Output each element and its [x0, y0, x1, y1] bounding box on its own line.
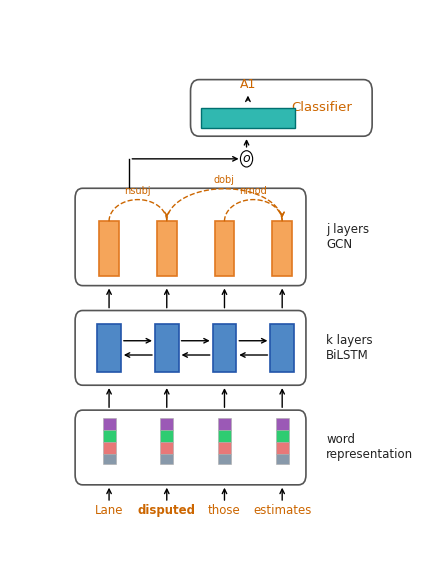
- Text: Classifier: Classifier: [291, 101, 352, 115]
- Bar: [157, 221, 177, 276]
- Bar: [160, 430, 173, 442]
- Text: disputed: disputed: [138, 504, 196, 517]
- Bar: [102, 418, 116, 430]
- Bar: [97, 324, 121, 372]
- Text: estimates: estimates: [253, 504, 311, 517]
- FancyBboxPatch shape: [75, 188, 306, 286]
- Text: nmod: nmod: [240, 186, 267, 196]
- Text: o: o: [243, 152, 251, 165]
- Bar: [201, 108, 295, 128]
- Bar: [270, 324, 294, 372]
- Bar: [272, 221, 292, 276]
- Bar: [99, 221, 119, 276]
- Bar: [218, 418, 231, 430]
- Text: dobj: dobj: [214, 175, 235, 185]
- Text: word
representation: word representation: [326, 433, 413, 462]
- Bar: [155, 324, 179, 372]
- FancyBboxPatch shape: [191, 79, 372, 136]
- Bar: [276, 430, 289, 442]
- FancyBboxPatch shape: [75, 310, 306, 385]
- Bar: [212, 324, 237, 372]
- FancyBboxPatch shape: [75, 410, 306, 485]
- Text: Lane: Lane: [95, 504, 124, 517]
- Bar: [102, 430, 116, 442]
- Bar: [276, 418, 289, 430]
- Bar: [215, 221, 234, 276]
- Text: those: those: [208, 504, 241, 517]
- Bar: [218, 442, 231, 453]
- Text: A1: A1: [240, 78, 256, 91]
- Bar: [160, 442, 173, 453]
- Bar: [102, 442, 116, 453]
- Bar: [160, 418, 173, 430]
- Bar: [276, 442, 289, 453]
- Bar: [276, 453, 289, 463]
- Text: nsubj: nsubj: [124, 186, 151, 196]
- Text: j layers
GCN: j layers GCN: [326, 223, 369, 251]
- Text: k layers
BiLSTM: k layers BiLSTM: [326, 334, 373, 362]
- Bar: [218, 430, 231, 442]
- Bar: [102, 453, 116, 463]
- Bar: [160, 453, 173, 463]
- Bar: [218, 453, 231, 463]
